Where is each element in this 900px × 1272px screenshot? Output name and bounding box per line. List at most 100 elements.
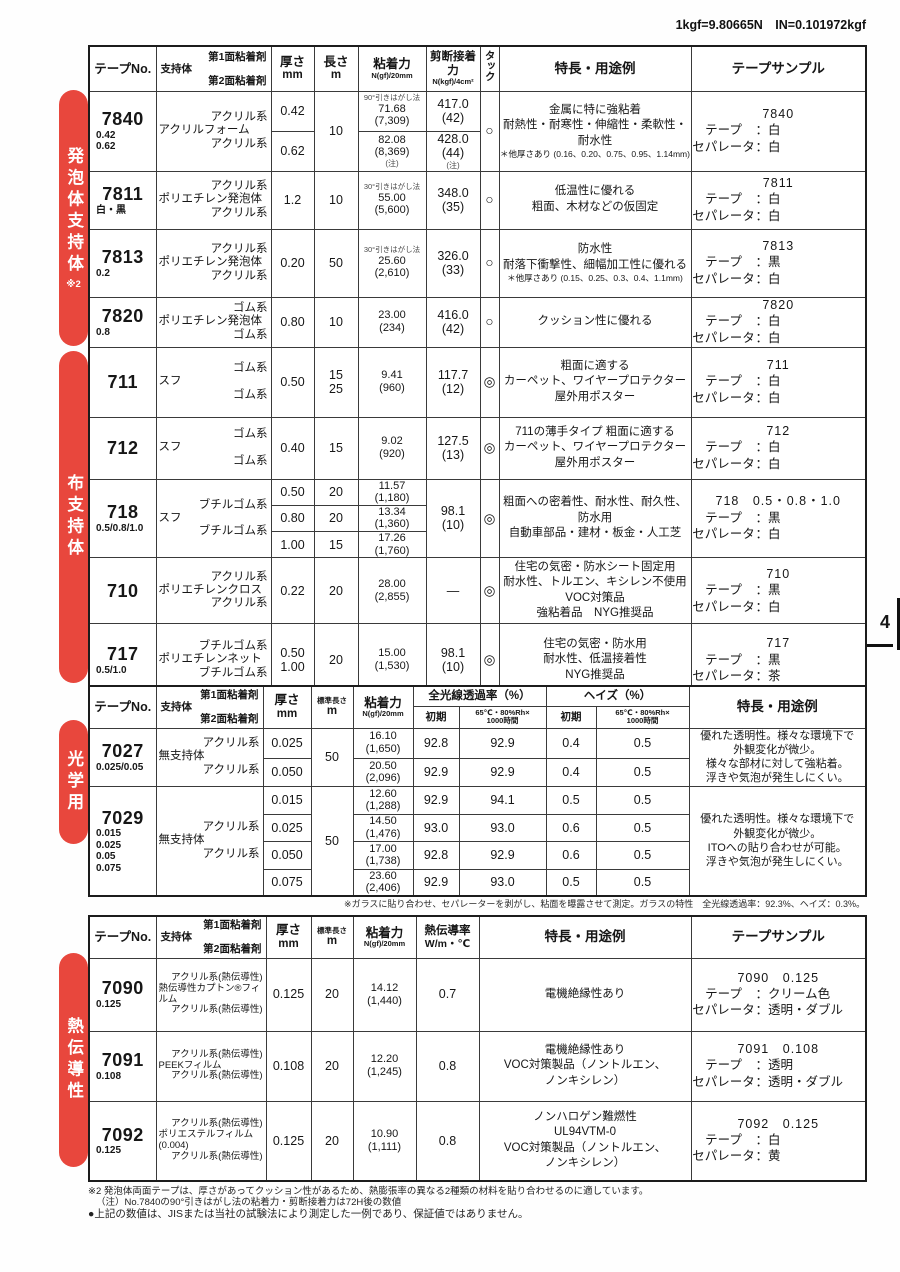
length-cell: 20: [313, 557, 359, 625]
features-cell: 電機絶縁性あり: [478, 957, 692, 1032]
tack-cell: ○: [479, 228, 500, 298]
thickness-cell: 0.025: [262, 727, 312, 759]
adhesive-cell: アクリル系(熱伝導性) 熱伝導性カプトン®フィルム アクリル系(熱伝導性): [155, 957, 267, 1032]
col-header-std-length: 標準長さ m: [310, 685, 354, 729]
col-header-std-length: 標準長さ m: [310, 915, 354, 959]
col-header-tape-no: テープNo.: [88, 685, 157, 729]
features-cell: 粗面への密着性、耐水性、耐久性、防水用 自動車部品・建材・板金・人工芝: [498, 478, 692, 559]
col-header-tape-no: テープNo.: [88, 45, 157, 92]
adhesion-cell: 17.26 (1,760): [357, 531, 427, 559]
foam-cloth-spec-table: テープNo. 第1面粘着剤 支持体 第2面粘着剤 厚さ mm 長さ m 粘着力 N(gf)/20m…: [88, 45, 867, 698]
footnote-foam: ※2 発泡体両面テープは、厚さがあってクッション性があるため、熱膨張率の異なる2…: [88, 1186, 649, 1197]
adhesive-cell: アクリル系 ポリエチレン発泡体 アクリル系: [155, 228, 272, 298]
col-header-thickness: 厚さ mm: [265, 915, 312, 959]
tape-no-cell: 718 0.5/0.8/1.0: [88, 478, 157, 559]
section-banner-foam-substrate: 発泡体支持体 ※2: [59, 90, 88, 346]
col-header-haze: ヘイズ（%）: [545, 685, 690, 707]
thickness-cell: 0.108: [265, 1030, 312, 1102]
sample-cell: 7811 テープ ：白 セパレータ ：白: [690, 170, 867, 230]
sample-cell: 7092 0.125 テープ ：白 セパレータ ：黄: [690, 1100, 867, 1182]
col-header-sample: テープサンプル: [690, 915, 867, 959]
section-banner-label: 発泡体支持体: [64, 146, 83, 276]
thickness-cell: 0.050: [262, 757, 312, 787]
thickness-cell: 0.40: [270, 416, 315, 480]
length-cell: 10: [313, 296, 359, 348]
tape-no-cell: 7091 0.108: [88, 1030, 157, 1102]
thickness-cell: 0.50: [270, 346, 315, 418]
col-header-adhesive: 第1面粘着剤 支持体 第2面粘着剤: [155, 915, 267, 959]
haze-aged-cell: 0.5: [595, 813, 690, 842]
adhesive-cell: アクリル系 ポリエチレン発泡体 アクリル系: [155, 170, 272, 230]
footnote-7840: （注）No.7840の90°引きはがし法の粘着力・剪断接着力は72H後の数値: [96, 1197, 402, 1208]
thickness-cell: 0.050: [262, 840, 312, 870]
tack-cell: ◎: [479, 478, 500, 559]
sample-cell: 718 0.5・0.8・1.0 テープ ：黒 セパレータ ：白: [690, 478, 867, 559]
section-banner-label: 布支持体: [64, 474, 83, 560]
length-cell: 20: [313, 478, 359, 506]
adhesion-cell: 9.02 (920): [357, 416, 427, 480]
col-header-adhesive: 第1面粘着剤 支持体 第2面粘着剤: [155, 685, 264, 729]
thickness-cell: 1.2: [270, 170, 315, 230]
adhesion-cell: 17.00 (1,738): [352, 840, 414, 870]
transmittance-aged-cell: 94.1: [458, 785, 547, 815]
col-header-thickness: 厚さ mm: [262, 685, 312, 729]
sample-cell: 7091 0.108 テープ ：透明 セパレータ ：透明・ダブル: [690, 1030, 867, 1102]
col-header-length: 長さ m: [313, 45, 359, 92]
col-header-adhesion: 粘着力 N(gf)/20mm: [352, 915, 417, 959]
adhesive-cell: アクリル系 無支持体 アクリル系: [155, 785, 264, 897]
col-header-thickness: 厚さ mm: [270, 45, 315, 92]
tape-no-cell: 7092 0.125: [88, 1100, 157, 1182]
section-banner-optical: 光学用: [59, 720, 88, 844]
conductivity-cell: 0.8: [415, 1030, 480, 1102]
features-cell: 優れた透明性。様々な環境下で 外観変化が微少。 様々な部材に対して強粘着。 浮きや気泡…: [688, 727, 867, 787]
haze-initial-cell: 0.5: [545, 785, 597, 815]
adhesion-cell: 20.50 (2,096): [352, 757, 414, 787]
section-banner-cloth-substrate: 布支持体: [59, 351, 88, 683]
adhesive-cell: ゴム系 スフ ゴム系: [155, 416, 272, 480]
sample-cell: 712 テープ ：白 セパレータ ：白: [690, 416, 867, 480]
thickness-cell: 0.22: [270, 557, 315, 625]
col-header-tape-no: テープNo.: [88, 915, 157, 959]
transmittance-initial-cell: 92.9: [412, 868, 460, 897]
tape-no-cell: 710: [88, 557, 157, 625]
optical-table-footnote: ※ガラスに貼り合わせ、セパレーターを剥がし、粘面を曝露させて測定。ガラスの特性 …: [344, 899, 865, 909]
tack-cell: ○: [479, 90, 500, 172]
length-cell: 10: [313, 90, 359, 172]
adhesive-cell: ゴム系 ポリエチレン発泡体 ゴム系: [155, 296, 272, 348]
adhesive-cell: アクリル系(熱伝導性) PEEKフィルム アクリル系(熱伝導性): [155, 1030, 267, 1102]
length-cell: 20: [310, 1100, 354, 1182]
adhesive-cell: アクリル系 ポリエチレンクロス アクリル系: [155, 557, 272, 625]
footnote-values: ●上記の数値は、JISまたは当社の試験法により測定した一例であり、保証値ではあり…: [88, 1208, 529, 1220]
adhesive-cell: ゴム系 スフ ゴム系: [155, 346, 272, 418]
thickness-cell: 0.50: [270, 478, 315, 506]
tape-no-cell: 711: [88, 346, 157, 418]
shear-cell: 127.5 (13): [425, 416, 481, 480]
transmittance-aged-cell: 92.9: [458, 840, 547, 870]
features-cell: ノンハロゲン難燃性 UL94VTM-0 VOC対策製品（ノントルエン、 ノンキシレン）: [478, 1100, 692, 1182]
col-header-trans-aged: 65℃・80%Rh× 1000時間: [458, 705, 547, 729]
shear-cell: 326.0 (33): [425, 228, 481, 298]
transmittance-aged-cell: 92.9: [458, 727, 547, 759]
optical-spec-table: テープNo. 第1面粘着剤 支持体 第2面粘着剤 厚さ mm 標準長さ m 粘着力 N(gf)/2…: [88, 685, 867, 898]
length-cell: 15: [313, 416, 359, 480]
adhesion-cell: 16.10 (1,650): [352, 727, 414, 759]
col-header-conductivity: 熱伝導率 W/m・℃: [415, 915, 480, 959]
thickness-cell: 0.20: [270, 228, 315, 298]
shear-cell: 98.1 (10): [425, 478, 481, 559]
col-header-features: 特長・用途例: [478, 915, 692, 959]
thickness-cell: 0.80: [270, 504, 315, 533]
length-cell: 15 25: [313, 346, 359, 418]
adhesion-cell: 28.00 (2,855): [357, 557, 427, 625]
section-banner-note: ※2: [66, 278, 81, 290]
col-header-adhesive: 第1面粘着剤 支持体 第2面粘着剤: [155, 45, 272, 92]
thickness-cell: 0.015: [262, 785, 312, 815]
conductivity-cell: 0.8: [415, 1100, 480, 1182]
features-cell: 低温性に優れる 粗面、木材などの仮固定: [498, 170, 692, 230]
features-cell: 優れた透明性。様々な環境下で 外観変化が微少。 ITOへの貼り合わせが可能。 浮きや気…: [688, 785, 867, 897]
thickness-cell: 0.42: [270, 90, 315, 132]
length-cell: 20: [310, 957, 354, 1032]
adhesive-cell: ブチルゴム系 スフ ブチルゴム系: [155, 478, 272, 559]
shear-cell: 117.7 (12): [425, 346, 481, 418]
haze-aged-cell: 0.5: [595, 868, 690, 897]
